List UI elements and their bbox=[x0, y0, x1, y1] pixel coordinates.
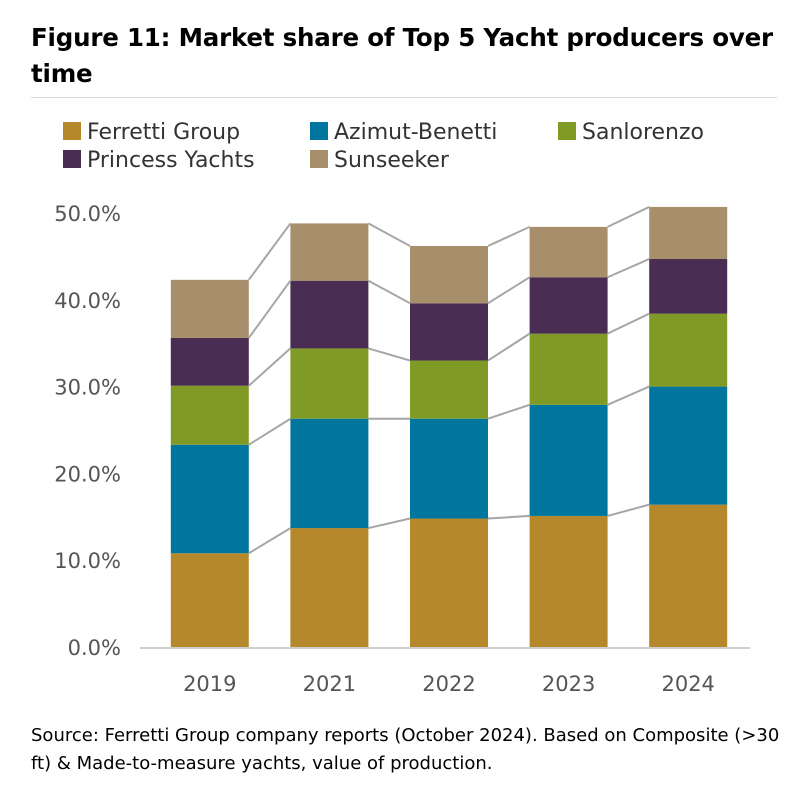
bar-segment-2023-5 bbox=[529, 226, 608, 278]
connector-line bbox=[487, 225, 531, 247]
y-axis: 0.0% 10.0% 20.0% 30.0% 40.0% 50.0% bbox=[54, 202, 121, 660]
x-tick-label: 2019 bbox=[183, 672, 236, 696]
title-divider bbox=[31, 97, 777, 98]
bar-segment-2022-3 bbox=[410, 360, 488, 419]
y-tick-label: 40.0% bbox=[54, 289, 121, 313]
y-tick-label: 50.0% bbox=[54, 202, 121, 226]
bar-segment-2023-2 bbox=[529, 404, 608, 516]
x-tick-label: 2023 bbox=[542, 672, 595, 696]
legend-label-3: Sanlorenzo bbox=[582, 120, 704, 145]
y-tick-label: 10.0% bbox=[54, 549, 121, 573]
legend-swatch-4 bbox=[63, 150, 81, 168]
connector-line bbox=[247, 280, 292, 339]
y-tick-label: 30.0% bbox=[54, 376, 121, 400]
legend-swatch-2 bbox=[310, 122, 328, 140]
connector-line bbox=[607, 385, 650, 406]
bar-segment-2024-3 bbox=[649, 313, 728, 387]
bar-segment-2022-1 bbox=[410, 518, 488, 647]
x-tick-label: 2021 bbox=[303, 672, 356, 696]
bar-segment-2019-5 bbox=[170, 279, 249, 338]
legend-label-1: Ferretti Group bbox=[87, 120, 240, 145]
connector-line bbox=[367, 222, 411, 247]
chart-title: Figure 11: Market share of Top 5 Yacht p… bbox=[31, 23, 773, 88]
connector-line bbox=[368, 347, 411, 362]
legend-label-2: Azimut-Benetti bbox=[334, 120, 497, 145]
connector-line bbox=[248, 417, 291, 446]
connector-lines bbox=[247, 206, 650, 555]
connector-line bbox=[487, 403, 530, 420]
connector-line bbox=[248, 347, 292, 387]
legend-swatch-3 bbox=[558, 122, 576, 140]
bar-segment-2019-1 bbox=[170, 553, 249, 647]
bar-segment-2024-4 bbox=[649, 259, 728, 314]
x-tick-label: 2022 bbox=[422, 672, 475, 696]
legend: Ferretti Group Azimut-Benetti Sanlorenzo Pr… bbox=[63, 120, 704, 173]
connector-line bbox=[607, 312, 650, 335]
bar-segment-2023-4 bbox=[529, 277, 608, 334]
source-note: Source: Ferretti Group company reports (… bbox=[31, 725, 780, 774]
bar-segment-2019-4 bbox=[170, 337, 249, 386]
connector-line bbox=[487, 514, 530, 520]
bar-segment-2021-1 bbox=[290, 528, 369, 647]
bar-segment-2019-3 bbox=[170, 385, 249, 445]
stacked-bar-chart: Ferretti Group Azimut-Benetti Sanlorenzo Pr… bbox=[54, 120, 750, 696]
bar-segment-2022-2 bbox=[410, 418, 488, 519]
x-tick-label: 2024 bbox=[661, 672, 714, 696]
bar-segment-2021-2 bbox=[290, 418, 369, 529]
bar-segment-2021-3 bbox=[290, 348, 369, 419]
bar-segment-2024-5 bbox=[649, 206, 728, 260]
bar-segment-2022-4 bbox=[410, 303, 488, 361]
connector-line bbox=[487, 332, 531, 362]
bar-segment-2023-1 bbox=[529, 515, 608, 647]
legend-label-4: Princess Yachts bbox=[87, 148, 255, 173]
y-tick-label: 0.0% bbox=[68, 636, 121, 660]
bar-segment-2019-2 bbox=[170, 444, 249, 554]
bar-segment-2021-5 bbox=[290, 223, 369, 281]
bar-segment-2023-3 bbox=[529, 333, 608, 405]
connector-line bbox=[607, 503, 650, 517]
bar-segment-2024-2 bbox=[649, 386, 728, 505]
connector-line bbox=[247, 222, 292, 281]
legend-swatch-5 bbox=[310, 150, 328, 168]
connector-line bbox=[607, 258, 650, 279]
connector-line bbox=[248, 527, 291, 555]
connector-line bbox=[367, 279, 411, 305]
bar-segment-2024-1 bbox=[649, 504, 728, 647]
bar-segment-2021-4 bbox=[290, 280, 369, 349]
legend-label-5: Sunseeker bbox=[334, 148, 450, 173]
bars bbox=[170, 206, 728, 647]
connector-line bbox=[487, 276, 531, 305]
connector-line bbox=[607, 206, 650, 228]
bar-segment-2022-5 bbox=[410, 245, 488, 304]
legend-swatch-1 bbox=[63, 122, 81, 140]
y-tick-label: 20.0% bbox=[54, 462, 121, 486]
x-axis: 2019 2021 2022 2023 2024 bbox=[140, 647, 750, 696]
connector-line bbox=[368, 517, 411, 530]
